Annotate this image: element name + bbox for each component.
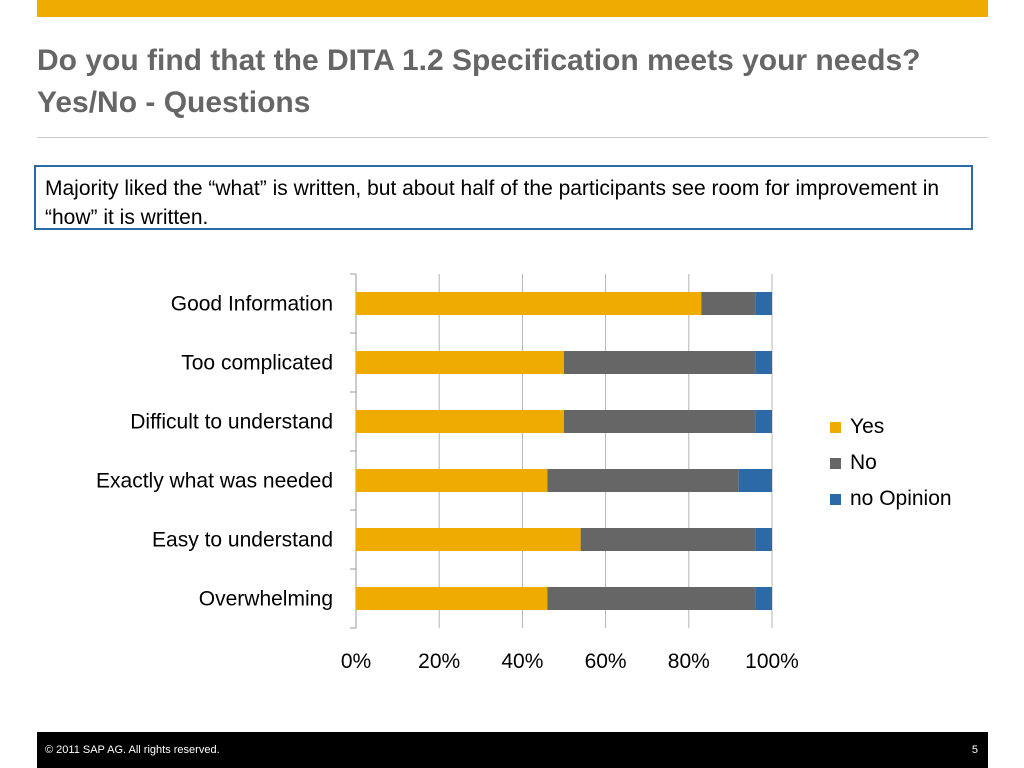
bar-segment (755, 528, 772, 551)
bar-segment (564, 410, 756, 433)
bar-segment (755, 587, 772, 610)
callout-box: Majority liked the “what” is written, bu… (34, 165, 973, 230)
bar-segment (755, 410, 772, 433)
bar-segment (755, 292, 772, 315)
legend-label: no Opinion (850, 487, 952, 510)
legend-label: Yes (850, 415, 884, 438)
bar-segment (580, 528, 756, 551)
page-number: 5 (971, 744, 978, 756)
category-label: Exactly what was needed (96, 470, 333, 493)
category-label: Good Information (171, 293, 333, 316)
bar-segment (356, 292, 702, 315)
bar-segment (564, 351, 756, 374)
bar-segment (356, 528, 581, 551)
bar-segment (356, 469, 548, 492)
category-label: Too complicated (181, 352, 333, 375)
x-tick-label: 60% (585, 650, 627, 673)
bar-segment (701, 292, 756, 315)
bar-segment (738, 469, 772, 492)
bar-segment (755, 351, 772, 374)
bar-segment (547, 469, 739, 492)
footer-copyright: © 2011 SAP AG. All rights reserved. (45, 744, 220, 756)
legend-swatch (830, 422, 841, 433)
bar-segment (356, 587, 548, 610)
legend-swatch (830, 494, 841, 505)
bar-segment (356, 410, 564, 433)
category-label: Overwhelming (199, 588, 333, 611)
x-tick-label: 100% (745, 650, 799, 673)
x-tick-label: 80% (668, 650, 710, 673)
bar-segment (547, 587, 756, 610)
x-tick-label: 40% (501, 650, 543, 673)
category-label: Easy to understand (152, 529, 333, 552)
x-tick-label: 20% (418, 650, 460, 673)
footer-bar: © 2011 SAP AG. All rights reserved. 5 (37, 732, 988, 768)
stacked-bar-chart: Good Information Too complicated Difficult… (96, 273, 952, 673)
accent-bar (37, 0, 988, 17)
legend-swatch (830, 458, 841, 469)
title-divider (37, 137, 988, 138)
x-tick-label: 0% (341, 650, 371, 673)
legend-label: No (850, 451, 877, 474)
bar-segment (356, 351, 564, 374)
slide-title: Do you find that the DITA 1.2 Specificat… (37, 44, 921, 119)
category-label: Difficult to understand (130, 411, 333, 434)
